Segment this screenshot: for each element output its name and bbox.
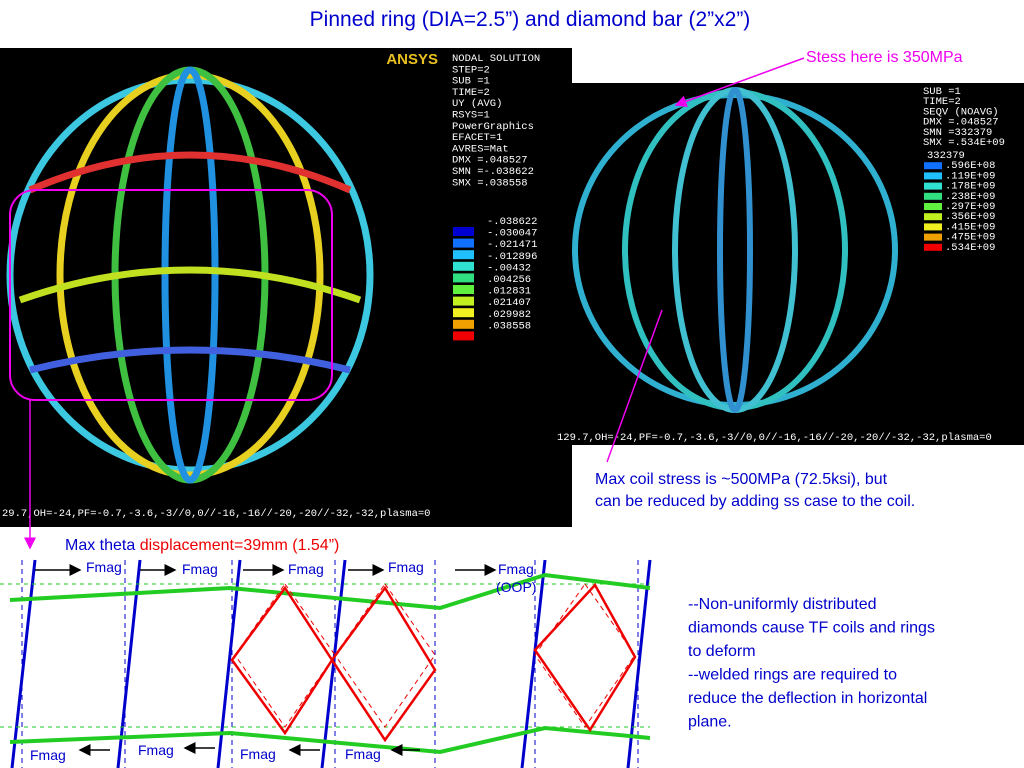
force-label: Fmag <box>30 747 66 763</box>
legend-label: 332379 <box>927 150 965 162</box>
legend-swatch <box>924 172 942 180</box>
left-panel <box>0 48 572 527</box>
info-line: SEQV (NOAVG) <box>923 106 999 118</box>
legend-swatch <box>924 192 942 200</box>
legend-label: .238E+09 <box>945 191 995 203</box>
info-line: SUB =1 <box>452 76 490 88</box>
legend-label: .475E+09 <box>945 232 995 244</box>
info-line: STEP=2 <box>452 64 490 76</box>
legend-label: .021407 <box>487 297 531 309</box>
note-line: diamonds cause TF coils and rings <box>688 620 935 637</box>
info-line: SMX =.534E+09 <box>923 137 1005 149</box>
force-label: Fmag <box>498 561 534 577</box>
info-line: SMN =-.038622 <box>452 166 534 178</box>
legend-swatch <box>453 285 474 294</box>
info-line: TIME=2 <box>923 96 961 108</box>
info-line: PowerGraphics <box>452 121 534 133</box>
legend-swatch <box>924 233 942 241</box>
force-label: Fmag <box>182 561 218 577</box>
legend-swatch <box>453 319 474 329</box>
note-line: plane. <box>688 714 732 731</box>
legend-swatch <box>924 223 942 231</box>
legend-label: .356E+09 <box>945 211 995 223</box>
legend-swatch <box>924 162 942 170</box>
legend-swatch <box>924 213 942 221</box>
highlight-box <box>9 189 333 401</box>
info-line: DMX =.048527 <box>452 155 528 167</box>
info-line: AVRES=Mat <box>452 143 509 155</box>
note-line: reduce the deflection in horizontal <box>688 690 927 707</box>
legend-label: .534E+09 <box>945 242 995 254</box>
legend-label: -.012896 <box>487 251 537 263</box>
legend-swatch <box>924 182 942 190</box>
info-line: SMN =332379 <box>923 127 992 139</box>
legend-swatch <box>453 238 474 248</box>
oop-label: (OOP) <box>496 579 536 595</box>
legend-swatch <box>453 273 474 283</box>
theta-note: Max theta displacement=39mm (1.54”) <box>65 537 339 554</box>
legend-label: .012831 <box>487 286 531 298</box>
legend-label: .004256 <box>487 274 531 286</box>
legend-label: .119E+09 <box>945 170 995 182</box>
legend-swatch <box>453 227 474 236</box>
force-label: Fmag <box>345 746 381 762</box>
legend-label: -.030047 <box>487 228 537 240</box>
legend-label: -.00432 <box>487 262 531 274</box>
legend-swatch <box>924 243 942 251</box>
info-line: TIME=2 <box>452 87 490 99</box>
legend-label: .596E+08 <box>945 160 995 172</box>
legend-label: .297E+09 <box>945 201 995 213</box>
note-line: to deform <box>688 643 756 660</box>
legend-label: .038558 <box>487 320 531 332</box>
legend-swatch <box>453 261 474 271</box>
force-label: Fmag <box>288 561 324 577</box>
force-label: Fmag <box>138 742 174 758</box>
stress-note: Stess here is 350MPa <box>806 49 963 66</box>
info-line: RSYS=1 <box>452 110 490 122</box>
legend-label: -.021471 <box>487 239 537 251</box>
info-line: UY (AVG) <box>452 98 502 110</box>
sphere-graphic <box>572 87 898 413</box>
force-label: Fmag <box>240 746 276 762</box>
legend-swatch <box>453 296 474 306</box>
coil-note: can be reduced by adding ss case to the … <box>595 493 915 510</box>
info-line: DMX =.048527 <box>923 117 999 129</box>
ansys-logo: ANSYS <box>386 51 438 68</box>
coil-note: Max coil stress is ~500MPa (72.5ksi), bu… <box>595 471 888 488</box>
footer: 129.7,OH=-24,PF=-0.7,-3.6,-3//0,0//-16,-… <box>557 432 992 444</box>
legend-swatch <box>924 203 942 210</box>
legend-label: .029982 <box>487 309 531 321</box>
note-line: --Non-uniformly distributed <box>688 596 877 613</box>
info-line: SUB =1 <box>923 86 961 98</box>
force-label: Fmag <box>86 559 122 575</box>
footer: 29.7,OH=-24,PF=-0.7,-3.6,-3//0,0//-16,-1… <box>2 508 430 520</box>
legend-label: .178E+09 <box>945 181 995 193</box>
info-line: NODAL SOLUTION <box>452 53 540 65</box>
legend-swatch <box>453 331 474 341</box>
title: Pinned ring (DIA=2.5”) and diamond bar (… <box>310 8 751 31</box>
legend-label: .415E+09 <box>945 221 995 233</box>
force-label: Fmag <box>388 559 424 575</box>
legend-swatch <box>453 250 474 260</box>
info-line: SMX =.038558 <box>452 177 528 189</box>
deformation-diagram <box>0 559 652 768</box>
info-line: EFACET=1 <box>452 132 502 144</box>
note-line: --welded rings are required to <box>688 667 897 684</box>
legend-label: -.038622 <box>487 216 537 228</box>
legend-swatch <box>453 308 474 318</box>
